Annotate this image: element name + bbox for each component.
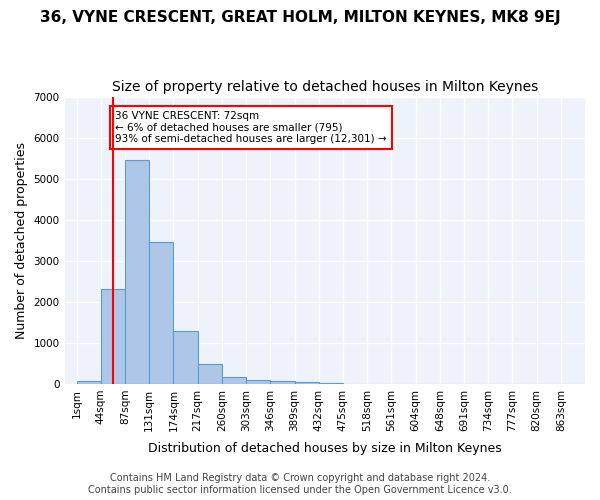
Text: 36, VYNE CRESCENT, GREAT HOLM, MILTON KEYNES, MK8 9EJ: 36, VYNE CRESCENT, GREAT HOLM, MILTON KE…	[40, 10, 560, 25]
Bar	[125, 160, 149, 384]
Bar	[197, 364, 222, 384]
Bar	[295, 382, 319, 384]
X-axis label: Distribution of detached houses by size in Milton Keynes: Distribution of detached houses by size …	[148, 442, 502, 455]
Bar	[101, 290, 125, 384]
Bar	[173, 330, 197, 384]
Y-axis label: Number of detached properties: Number of detached properties	[15, 142, 28, 338]
Bar	[77, 380, 101, 384]
Bar	[149, 242, 173, 384]
Bar	[222, 378, 246, 384]
Text: Contains HM Land Registry data © Crown copyright and database right 2024.
Contai: Contains HM Land Registry data © Crown c…	[88, 474, 512, 495]
Bar	[246, 380, 271, 384]
Text: 36 VYNE CRESCENT: 72sqm
← 6% of detached houses are smaller (795)
93% of semi-de: 36 VYNE CRESCENT: 72sqm ← 6% of detached…	[115, 111, 387, 144]
Title: Size of property relative to detached houses in Milton Keynes: Size of property relative to detached ho…	[112, 80, 538, 94]
Bar	[271, 382, 295, 384]
